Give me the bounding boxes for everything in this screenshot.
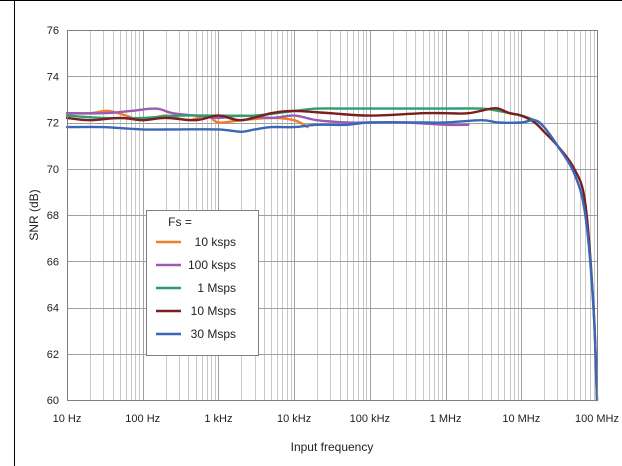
y-tick-label: 76 (47, 25, 59, 37)
legend-items: 10 ksps 100 ksps 1 Msps 10 Msps 30 Msps (156, 235, 236, 341)
legend-label: 30 Msps (191, 327, 236, 341)
x-tick-label: 100 Hz (125, 413, 160, 425)
y-tick-label: 64 (47, 303, 59, 315)
x-tick-labels: 10 Hz 100 Hz 1 kHz 10 kHz 100 kHz 1 MHz 10 MHz… (53, 413, 619, 425)
x-tick-label: 10 MHz (502, 413, 540, 425)
legend: Fs = 10 ksps 100 ksps 1 Msps 10 Msps 30 Msps (146, 210, 259, 356)
y-axis-title: SNR (dB) (27, 189, 41, 240)
y-tick-label: 70 (47, 164, 59, 176)
x-axis-title: Input frequency (291, 440, 374, 454)
x-tick-label: 100 MHz (575, 413, 619, 425)
series-line-5 (65, 118, 599, 402)
legend-label: 10 Msps (191, 304, 236, 318)
x-tick-label: 100 kHz (350, 413, 390, 425)
legend-box (146, 210, 259, 356)
series-group (65, 106, 599, 402)
x-tick-label: 10 kHz (277, 413, 311, 425)
legend-label: 10 ksps (195, 235, 236, 249)
y-tick-label: 66 (47, 256, 59, 268)
legend-label: 1 Msps (197, 281, 236, 295)
y-tick-label: 60 (47, 395, 59, 407)
y-tick-label: 68 (47, 210, 59, 222)
legend-label: 100 ksps (188, 258, 236, 272)
y-tick-label: 62 (47, 349, 59, 361)
legend-title: Fs = (168, 215, 192, 229)
x-tick-label: 1 MHz (430, 413, 462, 425)
y-tick-label: 74 (47, 71, 59, 83)
x-tick-label: 10 Hz (53, 413, 82, 425)
y-tick-labels: 60 62 64 66 68 70 72 74 76 (47, 25, 59, 407)
y-tick-label: 72 (47, 118, 59, 130)
x-tick-label: 1 kHz (204, 413, 232, 425)
plot-area (67, 30, 598, 401)
